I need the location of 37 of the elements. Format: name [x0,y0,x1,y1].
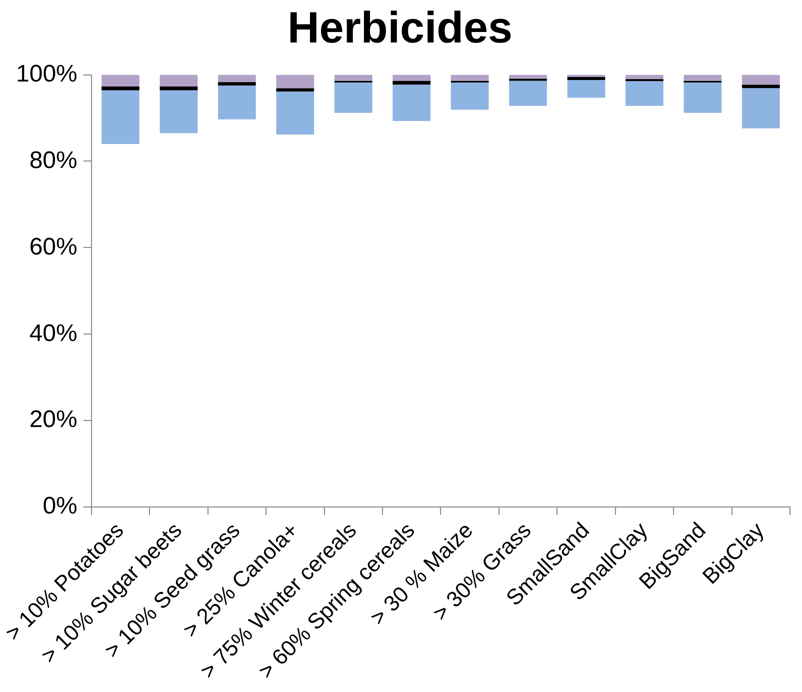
bar [392,84,431,122]
bar [509,80,547,106]
bar [509,74,547,79]
bar [160,86,198,90]
bar [334,74,372,81]
bar [450,82,489,110]
bar [684,82,722,113]
bar [567,80,606,98]
bar [102,86,140,90]
bar [160,74,198,86]
y-tick-label: 80% [29,146,78,174]
bar [626,81,664,106]
bar [742,74,780,85]
bar [450,74,489,81]
bar [160,90,198,134]
y-tick-label: 100% [16,60,78,88]
bar [102,74,140,86]
bar [276,74,314,88]
bar [218,86,256,120]
bar [334,82,372,113]
y-tick-label: 20% [29,406,78,434]
bar [626,74,664,80]
bar [218,82,256,86]
chart-title: Herbicides [288,4,512,53]
y-tick-label: 40% [29,320,78,347]
bar [392,80,431,85]
y-tick-label: 60% [29,233,78,260]
bar [102,90,140,144]
bar [742,84,780,88]
bar [567,76,606,80]
bar [684,74,722,81]
y-tick-label: 0% [42,492,78,520]
bar [276,92,314,134]
bar [276,88,314,92]
bar [742,88,780,128]
bar [392,74,431,81]
bar [218,74,256,82]
